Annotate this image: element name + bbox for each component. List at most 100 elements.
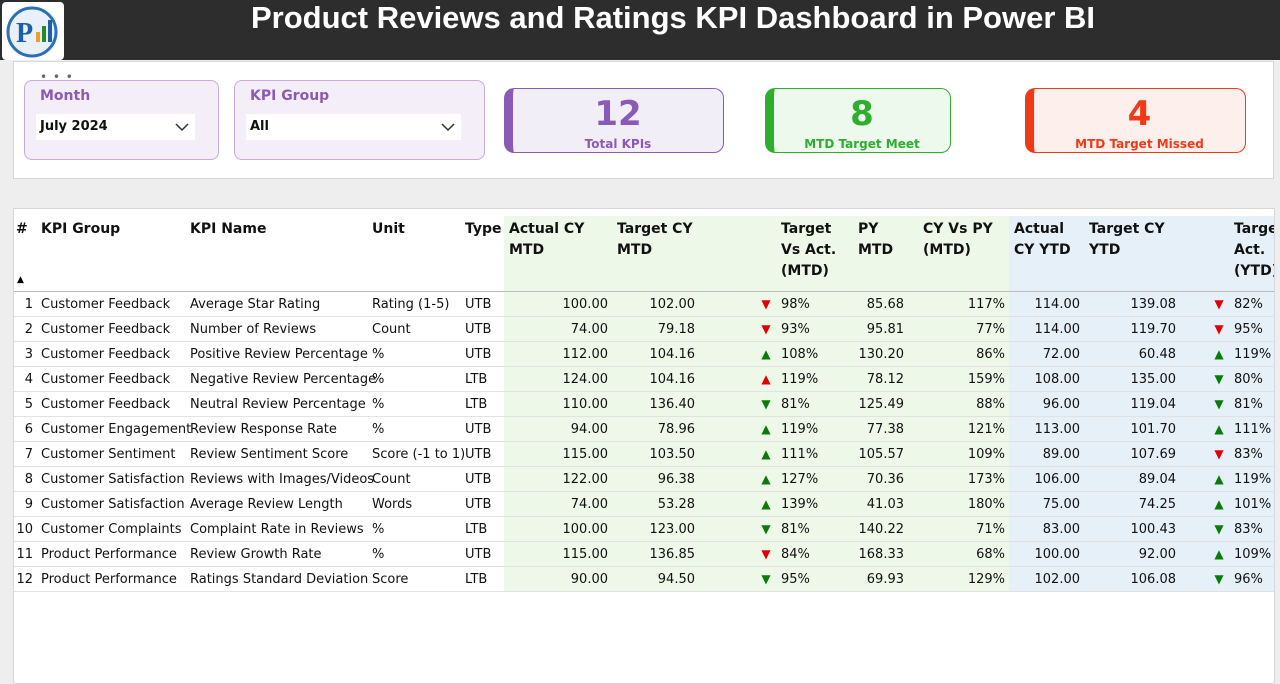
status-arrow: ▼ bbox=[1214, 397, 1224, 411]
card-value: 8 bbox=[850, 94, 874, 134]
table-cell: 93% bbox=[781, 322, 810, 337]
table-cell: 78.12 bbox=[866, 372, 904, 387]
table-cell: 103.50 bbox=[649, 447, 696, 462]
column-header[interactable]: CY Vs PY (MTD) bbox=[923, 221, 993, 258]
table-cell: 136.40 bbox=[649, 397, 696, 412]
table-cell: 109% bbox=[1234, 547, 1272, 562]
column-header[interactable]: KPI Name bbox=[190, 221, 267, 237]
table-cell: 139% bbox=[781, 497, 819, 512]
status-arrow: ▲ bbox=[761, 372, 771, 386]
table-cell: 90.00 bbox=[570, 572, 608, 587]
table-cell: 94.00 bbox=[570, 422, 608, 437]
table-cell: Customer Satisfaction bbox=[41, 497, 185, 512]
table-cell: Neutral Review Percentage bbox=[190, 397, 366, 412]
table-cell: Customer Satisfaction bbox=[41, 472, 185, 487]
table-cell: Review Sentiment Score bbox=[190, 447, 349, 462]
table-cell: 96% bbox=[1234, 572, 1263, 587]
status-arrow: ▲ bbox=[1214, 347, 1224, 361]
table-cell: 83% bbox=[1234, 447, 1263, 462]
column-header[interactable]: Target CY MTD bbox=[617, 221, 693, 258]
table-cell: 96.38 bbox=[657, 472, 695, 487]
status-arrow: ▲ bbox=[761, 447, 771, 461]
svg-text:P: P bbox=[16, 18, 33, 49]
table-cell: 111% bbox=[781, 447, 819, 462]
slicer-dropdown[interactable]: All bbox=[246, 114, 461, 140]
column-header[interactable]: # bbox=[16, 221, 28, 237]
column-header[interactable]: Type bbox=[465, 221, 502, 237]
table-cell: Customer Engagement bbox=[41, 422, 192, 437]
table-cell: 69.93 bbox=[866, 572, 904, 587]
table-cell: 180% bbox=[967, 497, 1005, 512]
table-cell: 95% bbox=[781, 572, 810, 587]
ytd-band bbox=[1009, 216, 1274, 591]
table-cell: 60.48 bbox=[1138, 347, 1176, 362]
table-cell: 92.00 bbox=[1138, 547, 1176, 562]
table-cell: 83% bbox=[1234, 522, 1263, 537]
row-separator bbox=[14, 541, 1274, 542]
slicer-dropdown[interactable]: July 2024 bbox=[36, 114, 195, 140]
table-cell: Customer Feedback bbox=[41, 297, 171, 312]
table-cell: 4 bbox=[24, 372, 33, 387]
kpi-table: # KPI Group KPI Name Unit Type Actual CY MTD T… bbox=[13, 208, 1275, 684]
table-cell: 72.00 bbox=[1042, 347, 1080, 362]
dropdown-chevron[interactable] bbox=[175, 122, 189, 132]
column-header[interactable]: PY MTD bbox=[858, 221, 894, 258]
status-arrow: ▼ bbox=[761, 547, 771, 561]
table-cell: 115.00 bbox=[562, 547, 609, 562]
table-cell: 80% bbox=[1234, 372, 1263, 387]
table-cell: Reviews with Images/Videos bbox=[190, 472, 375, 487]
kpi-card: 4 MTD Target Missed bbox=[1025, 88, 1246, 153]
table-cell: 114.00 bbox=[1034, 297, 1081, 312]
status-arrow: ▲ bbox=[761, 347, 771, 361]
column-header[interactable]: Actual CY MTD bbox=[509, 221, 585, 258]
table-cell: 41.03 bbox=[866, 497, 904, 512]
row-separator bbox=[14, 491, 1274, 492]
table-cell: 79.18 bbox=[657, 322, 695, 337]
status-arrow: ▲ bbox=[761, 472, 771, 486]
table-cell: 74.00 bbox=[570, 497, 608, 512]
row-separator bbox=[14, 591, 1274, 592]
table-cell: 106.00 bbox=[1034, 472, 1081, 487]
table-cell: 107.69 bbox=[1130, 447, 1177, 462]
table-cell: 119% bbox=[1234, 472, 1272, 487]
column-header[interactable]: Actual CY YTD bbox=[1014, 221, 1071, 258]
table-cell: 104.16 bbox=[649, 347, 696, 362]
table-cell: 94.50 bbox=[657, 572, 695, 587]
column-header[interactable]: KPI Group bbox=[41, 221, 121, 237]
table-cell: Count bbox=[372, 472, 411, 487]
table-cell: 81% bbox=[781, 397, 810, 412]
table-cell: 140.22 bbox=[858, 522, 905, 537]
row-separator bbox=[14, 566, 1274, 567]
table-cell: 127% bbox=[781, 472, 819, 487]
table-cell: 1 bbox=[24, 297, 33, 312]
table-cell: 105.57 bbox=[858, 447, 905, 462]
row-separator bbox=[14, 391, 1274, 392]
table-cell: LTB bbox=[465, 572, 488, 587]
column-header[interactable]: Unit bbox=[372, 221, 405, 237]
status-arrow: ▼ bbox=[1214, 322, 1224, 336]
table-cell: 83.00 bbox=[1042, 522, 1080, 537]
table-cell: 112.00 bbox=[562, 347, 609, 362]
table-cell: 12 bbox=[16, 572, 33, 587]
dropdown-chevron[interactable] bbox=[441, 122, 455, 132]
table-cell: 68% bbox=[976, 547, 1005, 562]
table-cell: 123.00 bbox=[649, 522, 696, 537]
status-arrow: ▲ bbox=[1214, 497, 1224, 511]
column-header[interactable]: Target Vs Act. (YTD) bbox=[1234, 221, 1275, 279]
table-cell: 71% bbox=[976, 522, 1005, 537]
table-cell: 114.00 bbox=[1034, 322, 1081, 337]
slicer-label: Month bbox=[40, 88, 91, 104]
column-header[interactable]: Target CY YTD bbox=[1089, 221, 1165, 258]
kpi-card: 8 MTD Target Meet bbox=[765, 88, 951, 153]
table-cell: 89.04 bbox=[1138, 472, 1176, 487]
column-header[interactable]: Target Vs Act. (MTD) bbox=[781, 221, 837, 279]
table-cell: 129% bbox=[967, 572, 1005, 587]
table-cell: Words bbox=[372, 497, 413, 512]
table-cell: Count bbox=[372, 322, 411, 337]
table-cell: 70.36 bbox=[866, 472, 904, 487]
table-cell: 8 bbox=[24, 472, 33, 487]
table-cell: UTB bbox=[465, 547, 492, 562]
card-label: MTD Target Missed bbox=[1075, 137, 1204, 151]
status-arrow: ▼ bbox=[1214, 447, 1224, 461]
table-cell: 119.04 bbox=[1130, 397, 1177, 412]
